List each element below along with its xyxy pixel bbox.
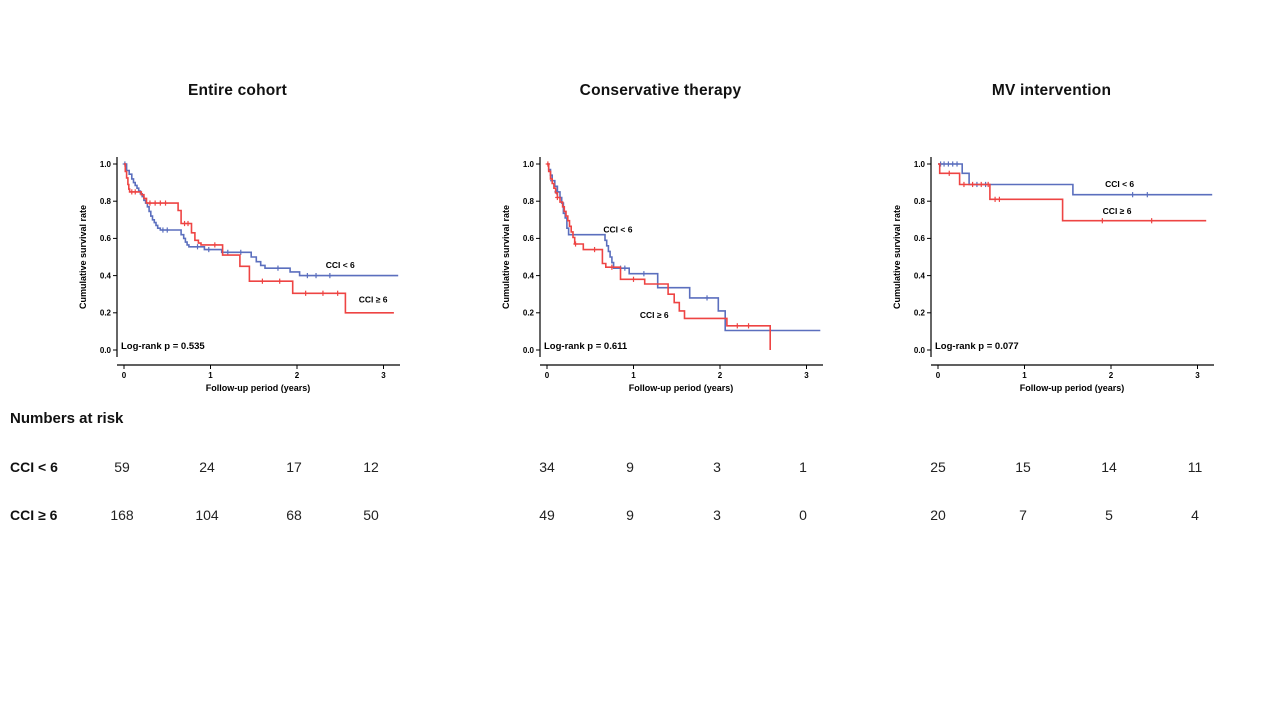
curve-label-cci-ge6: CCI ≥ 6: [359, 294, 388, 304]
risk-count: 9: [626, 459, 634, 475]
panel-title-conservative-therapy: Conservative therapy: [579, 82, 742, 99]
risk-count: 34: [539, 459, 555, 475]
km-curve-cci-ge6: [547, 163, 771, 350]
risk-count: 7: [1019, 507, 1027, 523]
y-tick-label: 1.0: [523, 160, 535, 169]
risk-count: 5: [1105, 507, 1113, 523]
y-tick-label: 0.0: [100, 346, 112, 355]
risk-count: 104: [195, 507, 219, 523]
y-tick-label: 0.0: [523, 346, 535, 355]
risk-count: 168: [110, 507, 134, 523]
km-curve-cci-ge6: [938, 163, 1207, 222]
x-tick-label: 3: [381, 371, 386, 380]
logrank-p-label: Log-rank p = 0.077: [935, 341, 1019, 352]
x-axis-title: Follow-up period (years): [206, 383, 311, 393]
x-tick-label: 0: [936, 371, 941, 380]
risk-count: 1: [799, 459, 807, 475]
risk-count: 14: [1101, 459, 1117, 475]
risk-count: 25: [930, 459, 946, 475]
y-tick-label: 0.2: [100, 309, 112, 318]
km-curve-cci-lt6: [938, 163, 1213, 196]
x-tick-label: 2: [295, 371, 300, 380]
risk-count: 3: [713, 507, 721, 523]
x-tick-label: 3: [804, 371, 809, 380]
risk-count: 50: [363, 507, 379, 523]
km-curve-cci-lt6: [124, 163, 399, 277]
x-axis-title: Follow-up period (years): [629, 383, 734, 393]
y-axis-title: Cumulative survival rate: [78, 205, 88, 309]
risk-count: 12: [363, 459, 379, 475]
risk-count: 49: [539, 507, 555, 523]
y-tick-label: 0.6: [523, 234, 535, 243]
x-tick-label: 0: [545, 371, 550, 380]
x-axis-title: Follow-up period (years): [1020, 383, 1125, 393]
y-tick-label: 0.2: [914, 309, 926, 318]
y-tick-label: 0.2: [523, 309, 535, 318]
x-tick-label: 2: [1109, 371, 1114, 380]
x-tick-label: 1: [208, 371, 213, 380]
curve-label-cci-lt6: CCI < 6: [326, 260, 355, 270]
risk-count: 9: [626, 507, 634, 523]
risk-count: 4: [1191, 507, 1199, 523]
risk-row-label-cci-lt6: CCI < 6: [10, 459, 58, 475]
km-curve-cci-ge6: [124, 163, 394, 314]
risk-count: 0: [799, 507, 807, 523]
logrank-p-label: Log-rank p = 0.611: [544, 341, 628, 352]
risk-table-heading: Numbers at risk: [10, 410, 124, 427]
y-tick-label: 0.0: [914, 346, 926, 355]
y-tick-label: 0.6: [100, 234, 112, 243]
y-tick-label: 0.4: [523, 271, 535, 280]
y-tick-label: 0.4: [100, 271, 112, 280]
risk-count: 3: [713, 459, 721, 475]
km-curve-cci-lt6: [547, 163, 821, 332]
x-tick-label: 3: [1195, 371, 1200, 380]
risk-count: 11: [1187, 459, 1203, 475]
y-tick-label: 1.0: [914, 160, 926, 169]
y-axis-title: Cumulative survival rate: [501, 205, 511, 309]
logrank-p-label: Log-rank p = 0.535: [121, 341, 205, 352]
risk-count: 20: [930, 507, 946, 523]
y-tick-label: 0.6: [914, 234, 926, 243]
risk-count: 17: [286, 459, 302, 475]
x-tick-label: 0: [122, 371, 127, 380]
km-plot-mv-intervention: 0.0 0.2 0.4 0.6 0.8 1.0 0 1 2 3 Follow-up period (…: [892, 157, 1214, 393]
curve-label-cci-ge6: CCI ≥ 6: [1103, 206, 1132, 216]
panel-title-entire-cohort: Entire cohort: [187, 82, 288, 99]
y-tick-label: 0.8: [100, 197, 112, 206]
y-tick-label: 0.8: [523, 197, 535, 206]
y-axis-title: Cumulative survival rate: [892, 205, 902, 309]
x-tick-label: 1: [631, 371, 636, 380]
km-plot-entire-cohort: 0.0 0.2 0.4 0.6 0.8 1.0 0 1 2 3 Follow-up period (…: [78, 157, 400, 393]
risk-count: 68: [286, 507, 302, 523]
curve-label-cci-lt6: CCI < 6: [603, 225, 632, 235]
risk-count: 24: [199, 459, 215, 475]
risk-count: 15: [1015, 459, 1031, 475]
risk-count: 59: [114, 459, 130, 475]
x-tick-label: 1: [1022, 371, 1027, 380]
risk-row-label-cci-ge6: CCI ≥ 6: [10, 507, 58, 523]
curve-label-cci-ge6: CCI ≥ 6: [640, 310, 669, 320]
x-tick-label: 2: [718, 371, 723, 380]
y-tick-label: 0.4: [914, 271, 926, 280]
y-tick-label: 1.0: [100, 160, 112, 169]
y-tick-label: 0.8: [914, 197, 926, 206]
panel-title-mv-intervention: MV intervention: [991, 82, 1112, 99]
km-plot-conservative-therapy: 0.0 0.2 0.4 0.6 0.8 1.0 0 1 2 3 Follow-up period (…: [501, 157, 823, 393]
curve-label-cci-lt6: CCI < 6: [1105, 179, 1134, 189]
